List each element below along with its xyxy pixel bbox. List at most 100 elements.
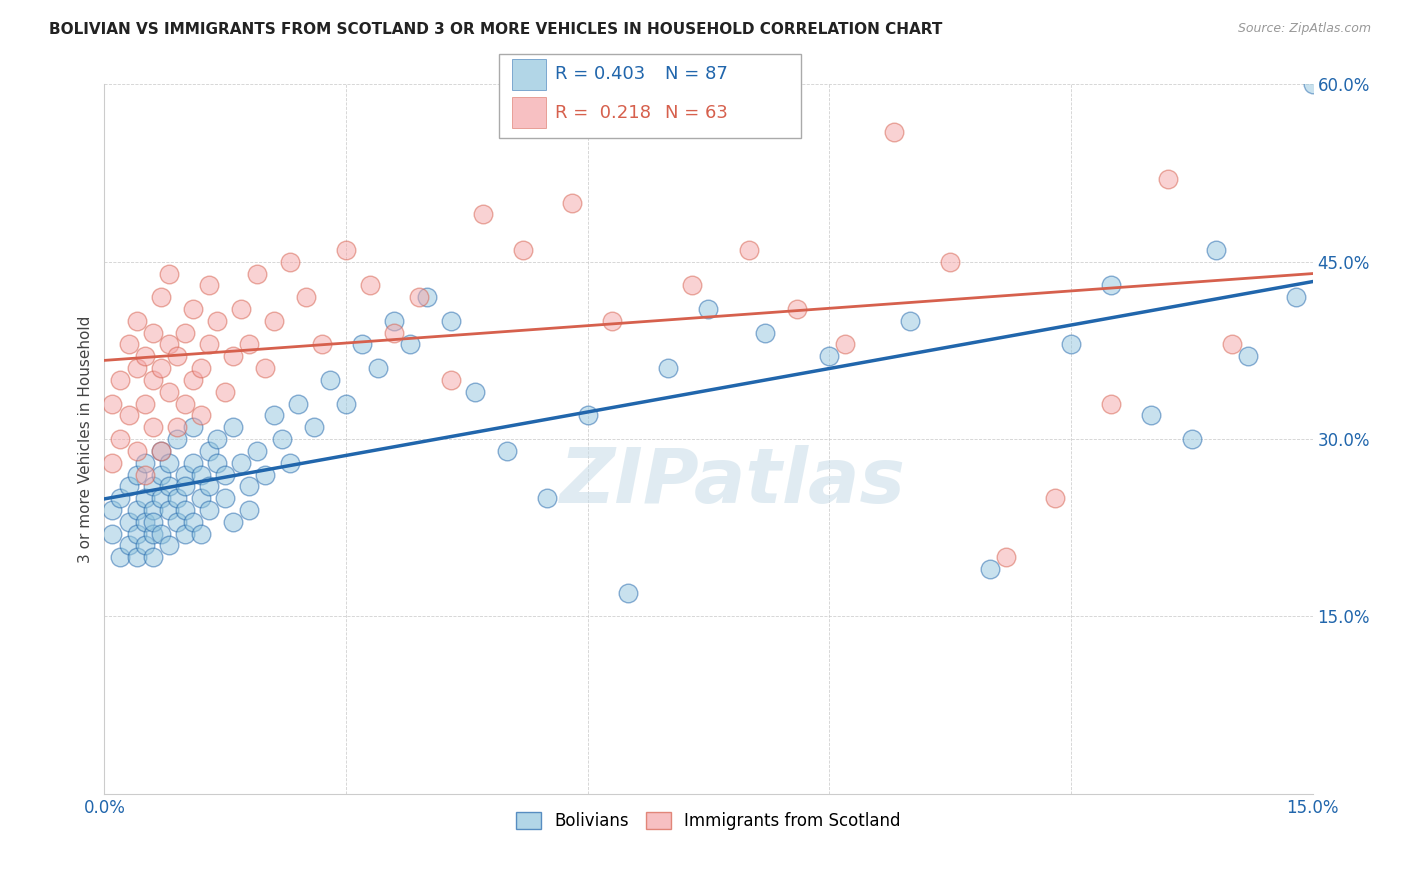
- Point: [166, 491, 188, 505]
- Point: [181, 420, 204, 434]
- Point: [190, 526, 212, 541]
- Point: [117, 515, 139, 529]
- Point: [464, 384, 486, 399]
- Point: [270, 432, 292, 446]
- Point: [834, 337, 856, 351]
- Point: [205, 314, 228, 328]
- Point: [125, 467, 148, 482]
- Point: [134, 491, 156, 505]
- Point: [157, 337, 180, 351]
- Point: [181, 301, 204, 316]
- Point: [125, 314, 148, 328]
- Point: [231, 456, 253, 470]
- Point: [1099, 278, 1122, 293]
- Point: [134, 467, 156, 482]
- Point: [190, 361, 212, 376]
- Point: [157, 384, 180, 399]
- Point: [157, 503, 180, 517]
- Point: [278, 456, 301, 470]
- Point: [125, 443, 148, 458]
- Point: [1099, 396, 1122, 410]
- Point: [294, 290, 316, 304]
- Point: [125, 503, 148, 517]
- Point: [408, 290, 430, 304]
- Point: [1302, 78, 1324, 92]
- Point: [278, 254, 301, 268]
- Point: [561, 195, 583, 210]
- Text: N = 87: N = 87: [665, 65, 728, 83]
- Point: [125, 550, 148, 565]
- Point: [157, 456, 180, 470]
- Point: [174, 526, 197, 541]
- Point: [238, 503, 260, 517]
- Point: [254, 467, 277, 482]
- Point: [149, 491, 172, 505]
- Point: [1060, 337, 1083, 351]
- Point: [1285, 290, 1308, 304]
- Point: [246, 267, 269, 281]
- Point: [134, 349, 156, 363]
- Point: [222, 420, 245, 434]
- Point: [1237, 349, 1260, 363]
- Point: [149, 467, 172, 482]
- Point: [238, 337, 260, 351]
- Point: [335, 396, 357, 410]
- Point: [382, 326, 405, 340]
- Point: [205, 432, 228, 446]
- Point: [641, 112, 664, 127]
- Point: [440, 314, 463, 328]
- Point: [214, 467, 236, 482]
- Point: [883, 125, 905, 139]
- Point: [181, 373, 204, 387]
- Point: [198, 278, 221, 293]
- Point: [142, 515, 165, 529]
- Point: [149, 361, 172, 376]
- Point: [117, 409, 139, 423]
- Point: [198, 503, 221, 517]
- Point: [496, 443, 519, 458]
- Point: [117, 337, 139, 351]
- Point: [471, 207, 494, 221]
- Text: R = 0.403: R = 0.403: [555, 65, 645, 83]
- Point: [898, 314, 921, 328]
- Text: N = 63: N = 63: [665, 103, 728, 121]
- Point: [142, 550, 165, 565]
- Point: [134, 396, 156, 410]
- Point: [319, 373, 342, 387]
- Point: [335, 243, 357, 257]
- Point: [399, 337, 422, 351]
- Point: [190, 491, 212, 505]
- Text: BOLIVIAN VS IMMIGRANTS FROM SCOTLAND 3 OR MORE VEHICLES IN HOUSEHOLD CORRELATION: BOLIVIAN VS IMMIGRANTS FROM SCOTLAND 3 O…: [49, 22, 942, 37]
- Point: [818, 349, 841, 363]
- Point: [214, 491, 236, 505]
- Point: [254, 361, 277, 376]
- Point: [157, 267, 180, 281]
- Point: [198, 337, 221, 351]
- Point: [174, 326, 197, 340]
- Point: [440, 373, 463, 387]
- Point: [1043, 491, 1066, 505]
- Point: [352, 337, 374, 351]
- Point: [134, 538, 156, 552]
- Y-axis label: 3 or more Vehicles in Household: 3 or more Vehicles in Household: [79, 316, 93, 563]
- Point: [263, 409, 285, 423]
- Point: [149, 290, 172, 304]
- Point: [117, 479, 139, 493]
- Point: [190, 409, 212, 423]
- Point: [142, 420, 165, 434]
- Point: [166, 420, 188, 434]
- Point: [110, 432, 132, 446]
- Point: [117, 538, 139, 552]
- Point: [222, 515, 245, 529]
- Point: [181, 456, 204, 470]
- Point: [738, 243, 761, 257]
- Point: [536, 491, 558, 505]
- Point: [174, 467, 197, 482]
- Point: [157, 538, 180, 552]
- Point: [174, 396, 197, 410]
- Point: [786, 301, 808, 316]
- Point: [1181, 432, 1204, 446]
- Point: [302, 420, 325, 434]
- Point: [263, 314, 285, 328]
- Point: [101, 503, 124, 517]
